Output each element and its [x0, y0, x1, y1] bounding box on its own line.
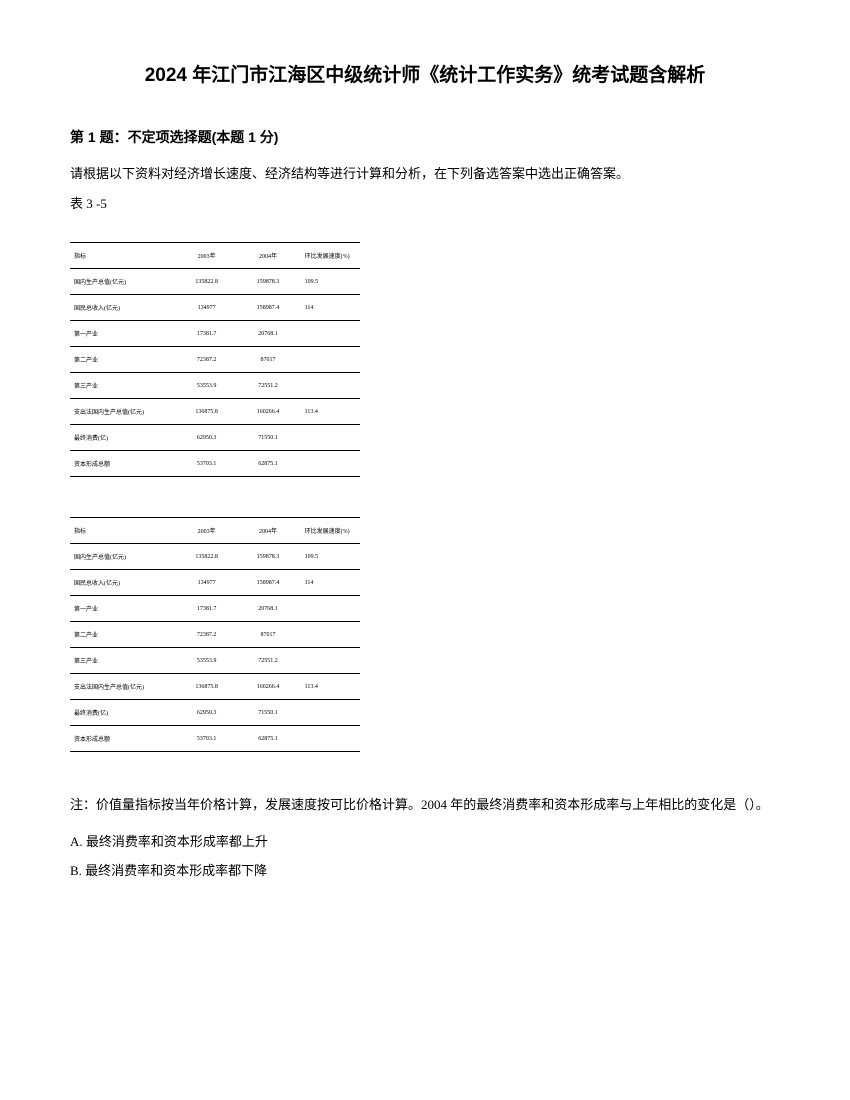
table-cell: 国内生产总值(亿元): [70, 269, 176, 295]
table-cell: 62950.3: [176, 425, 237, 451]
table-cell: 环比发展速度(%): [299, 243, 360, 269]
table-row: 第一产业 17381.7 20768.1: [70, 321, 360, 347]
table-cell: 72387.2: [176, 622, 237, 648]
table-cell: 136875.8: [176, 674, 237, 700]
table-cell: 87017: [237, 347, 298, 373]
table-cell: 53553.9: [176, 373, 237, 399]
table-cell: 2003年: [176, 518, 237, 544]
table-cell: 17381.7: [176, 596, 237, 622]
table-cell: 第一产业: [70, 321, 176, 347]
table-cell: 87017: [237, 622, 298, 648]
table-cell: 72387.2: [176, 347, 237, 373]
table-cell: 72551.2: [237, 648, 298, 674]
table-cell: 158987.4: [237, 570, 298, 596]
table-cell: 20768.1: [237, 321, 298, 347]
table-cell: 国内生产总值(亿元): [70, 544, 176, 570]
data-table-1: 指标 2003年 2004年 环比发展速度(%) 国内生产总值(亿元) 1358…: [70, 242, 360, 477]
table-cell: 160266.4: [237, 399, 298, 425]
table-cell: 2004年: [237, 518, 298, 544]
table-row: 国民总收入(亿元) 134977 158987.4 114: [70, 295, 360, 321]
table-cell: 17381.7: [176, 321, 237, 347]
table-row: 支出法国内生产总值(亿元) 136875.8 160266.4 113.4: [70, 674, 360, 700]
table-row: 指标 2003年 2004年 环比发展速度(%): [70, 243, 360, 269]
table-row: 第二产业 72387.2 87017: [70, 347, 360, 373]
table-cell: [299, 596, 360, 622]
table-cell: [299, 425, 360, 451]
table-row: 最终消费(亿) 62950.3 71550.1: [70, 700, 360, 726]
table-cell: 国民总收入(亿元): [70, 570, 176, 596]
table-cell: 资本形成总额: [70, 726, 176, 752]
table-cell: 159878.3: [237, 269, 298, 295]
table-cell: 160266.4: [237, 674, 298, 700]
table-cell: [299, 373, 360, 399]
table-cell: 72551.2: [237, 373, 298, 399]
table-cell: 第三产业: [70, 648, 176, 674]
document-title: 2024 年江门市江海区中级统计师《统计工作实务》统考试题含解析: [70, 60, 780, 87]
table-cell: 20768.1: [237, 596, 298, 622]
table-row: 国内生产总值(亿元) 135822.8 159878.3 109.5: [70, 544, 360, 570]
table-cell: 指标: [70, 518, 176, 544]
table-cell: [299, 726, 360, 752]
table-cell: 支出法国内生产总值(亿元): [70, 399, 176, 425]
table-cell: 第二产业: [70, 347, 176, 373]
table-cell: 109.5: [299, 269, 360, 295]
table-cell: 最终消费(亿): [70, 425, 176, 451]
table-cell: 第三产业: [70, 373, 176, 399]
table-cell: [299, 321, 360, 347]
question-prompt: 请根据以下资料对经济增长速度、经济结构等进行计算和分析，在下列备选答案中选出正确…: [70, 161, 780, 187]
question-note: 注：价值量指标按当年价格计算，发展速度按可比价格计算。2004 年的最终消费率和…: [70, 792, 780, 818]
table-cell: 指标: [70, 243, 176, 269]
table-cell: 环比发展速度(%): [299, 518, 360, 544]
table-cell: 135822.8: [176, 544, 237, 570]
option-a: A. 最终消费率和资本形成率都上升: [70, 828, 780, 857]
table-cell: 资本形成总额: [70, 451, 176, 477]
table-cell: 109.5: [299, 544, 360, 570]
table-cell: 62875.1: [237, 451, 298, 477]
table-cell: 158987.4: [237, 295, 298, 321]
table-row: 资本形成总额 53703.1 62875.1: [70, 451, 360, 477]
table-cell: 2004年: [237, 243, 298, 269]
table-label: 表 3 -5: [70, 193, 780, 212]
table-cell: 71550.1: [237, 700, 298, 726]
table-cell: 114: [299, 570, 360, 596]
table-row: 第一产业 17381.7 20768.1: [70, 596, 360, 622]
table-cell: 最终消费(亿): [70, 700, 176, 726]
table-cell: [299, 622, 360, 648]
option-b: B. 最终消费率和资本形成率都下降: [70, 857, 780, 886]
table-cell: 114: [299, 295, 360, 321]
table-row: 国民总收入(亿元) 134977 158987.4 114: [70, 570, 360, 596]
table-cell: 53703.1: [176, 726, 237, 752]
table-cell: 第二产业: [70, 622, 176, 648]
table-row: 支出法国内生产总值(亿元) 136875.8 160266.4 113.4: [70, 399, 360, 425]
table-row: 国内生产总值(亿元) 135822.8 159878.3 109.5: [70, 269, 360, 295]
table-cell: 国民总收入(亿元): [70, 295, 176, 321]
question-header: 第 1 题：不定项选择题(本题 1 分): [70, 127, 780, 147]
table-row: 第三产业 53553.9 72551.2: [70, 648, 360, 674]
table-row: 第三产业 53553.9 72551.2: [70, 373, 360, 399]
table-row: 第二产业 72387.2 87017: [70, 622, 360, 648]
table-cell: 53703.1: [176, 451, 237, 477]
table-cell: 62950.3: [176, 700, 237, 726]
table-cell: 134977: [176, 295, 237, 321]
table-row: 最终消费(亿) 62950.3 71550.1: [70, 425, 360, 451]
data-table-2: 指标 2003年 2004年 环比发展速度(%) 国内生产总值(亿元) 1358…: [70, 517, 360, 752]
table-cell: 62875.1: [237, 726, 298, 752]
table-cell: [299, 451, 360, 477]
table-cell: 113.4: [299, 399, 360, 425]
table-cell: 71550.1: [237, 425, 298, 451]
table-cell: 53553.9: [176, 648, 237, 674]
table-cell: 第一产业: [70, 596, 176, 622]
table-cell: [299, 648, 360, 674]
table-cell: [299, 347, 360, 373]
table-cell: 136875.8: [176, 399, 237, 425]
table-cell: 159878.3: [237, 544, 298, 570]
table-cell: 113.4: [299, 674, 360, 700]
table-cell: 134977: [176, 570, 237, 596]
table-cell: 支出法国内生产总值(亿元): [70, 674, 176, 700]
table-row: 指标 2003年 2004年 环比发展速度(%): [70, 518, 360, 544]
table-cell: 2003年: [176, 243, 237, 269]
table-cell: 135822.8: [176, 269, 237, 295]
table-cell: [299, 700, 360, 726]
table-row: 资本形成总额 53703.1 62875.1: [70, 726, 360, 752]
